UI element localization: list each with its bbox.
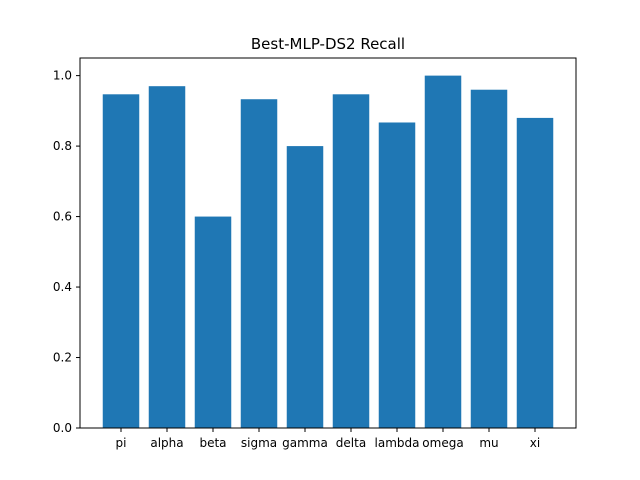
x-axis-ticks: pi alpha beta sigma gamma delta lambda omega mu x… [116,428,540,450]
y-tick-label: 0.4 [53,280,72,294]
bar-xi [516,117,554,429]
x-tick-label: omega [422,436,463,450]
y-tick-label: 0.0 [53,421,72,435]
bar-pi [102,94,140,429]
bar-omega [424,75,462,429]
y-axis-ticks: 0.0 0.2 0.4 0.6 0.8 1.0 [53,69,80,435]
plot-area-frame [79,57,577,429]
x-tick-label: lambda [375,436,420,450]
y-tick-label: 0.6 [53,210,72,224]
x-tick-label: mu [479,436,498,450]
x-tick-label: xi [530,436,540,450]
x-tick-label: gamma [282,436,328,450]
x-tick-label: delta [336,436,366,450]
y-tick-label: 0.2 [53,351,72,365]
bar-delta [332,94,370,429]
y-tick-label: 1.0 [53,69,72,83]
x-tick-label: alpha [150,436,183,450]
bars-group [102,75,554,429]
chart-title: Best-MLP-DS2 Recall [251,35,405,53]
x-tick-label: beta [199,436,226,450]
bar-alpha [148,86,186,428]
bar-lambda [378,122,416,429]
bar-sigma [240,99,278,428]
bar-beta [194,216,232,428]
bar-mu [470,89,508,429]
y-tick-label: 0.8 [53,139,72,153]
x-tick-label: sigma [241,436,277,450]
x-tick-label: pi [116,436,127,450]
bar-gamma [286,146,324,428]
